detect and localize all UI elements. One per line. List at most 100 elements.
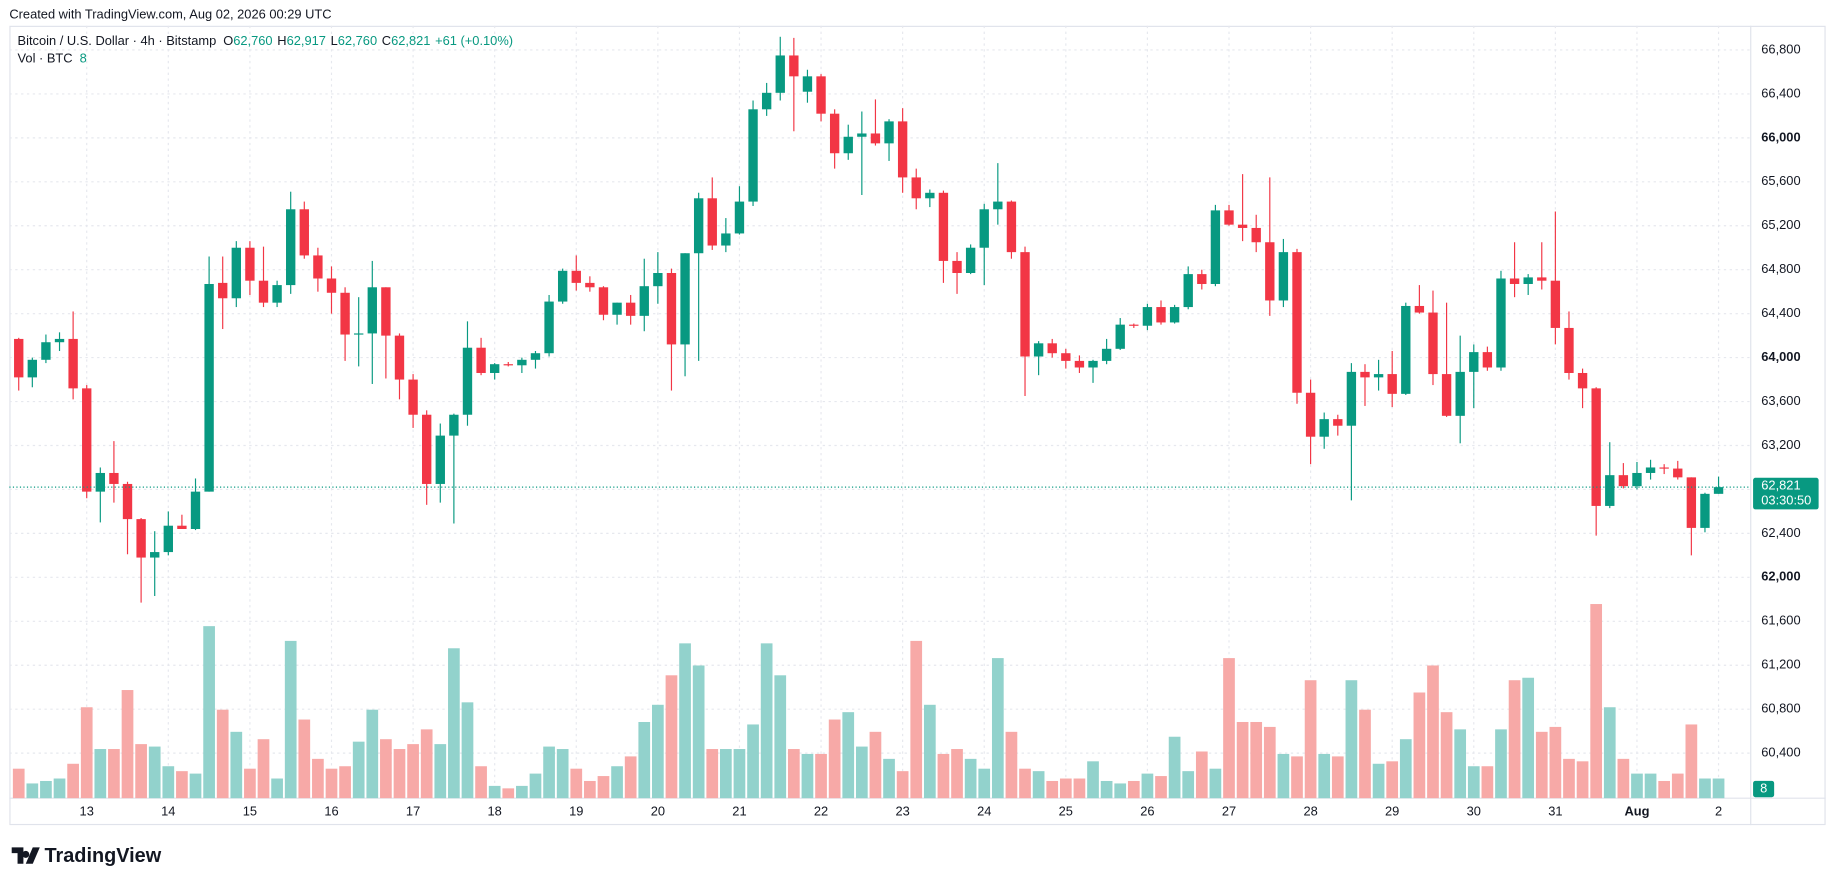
candle-body — [639, 286, 649, 316]
volume-bar — [787, 749, 800, 799]
candle-body — [68, 338, 78, 389]
x-tick-label: 29 — [1385, 804, 1399, 819]
candle-body — [122, 483, 133, 520]
volume-bar — [1427, 665, 1439, 799]
candle-body — [245, 247, 255, 281]
candle-body — [952, 260, 962, 274]
candle-body — [1496, 278, 1506, 368]
candle-body — [408, 379, 418, 415]
y-tick-label: 63,600 — [1761, 393, 1800, 408]
x-tick-label: Aug — [1624, 804, 1649, 819]
x-tick-label: 23 — [895, 804, 909, 819]
x-tick-label: 18 — [488, 804, 502, 819]
candle-body — [1673, 468, 1683, 478]
logo-icon — [11, 847, 40, 864]
volume-bar — [189, 773, 202, 799]
candle-body — [1319, 419, 1329, 437]
volume-bar — [611, 766, 623, 799]
candle-body — [299, 209, 309, 256]
volume-bar — [312, 758, 324, 799]
volume-tag-label: 8 — [1760, 780, 1767, 795]
candle-body — [231, 247, 241, 299]
volume-bar — [978, 768, 991, 799]
volume-bar — [298, 719, 311, 799]
candle-body — [816, 76, 826, 114]
volume-bar — [352, 741, 365, 799]
volume-bar — [529, 773, 542, 799]
candle-body — [1700, 493, 1710, 528]
volume-bar — [1277, 753, 1290, 799]
candle-body — [1115, 324, 1125, 349]
ohlc-key: C — [382, 34, 391, 49]
y-tick-label: 61,200 — [1761, 657, 1800, 672]
candle-body — [489, 364, 500, 373]
x-tick-label: 31 — [1548, 804, 1562, 819]
volume-bar — [407, 744, 419, 799]
candle-body — [136, 519, 146, 558]
candle-body — [1333, 419, 1343, 426]
volume-bar — [1699, 778, 1711, 799]
volume-bar — [1440, 712, 1453, 799]
volume-bar — [1250, 721, 1263, 799]
volume-bar — [1318, 753, 1331, 799]
candle-body — [177, 525, 187, 529]
x-tick-label: 27 — [1222, 804, 1236, 819]
candle-body — [789, 55, 799, 77]
volume-bar — [720, 749, 732, 799]
volume-bar — [747, 724, 759, 799]
volume-bar — [1617, 758, 1630, 799]
candle-body — [109, 472, 119, 484]
price-tag-label: 62,821 — [1761, 477, 1800, 492]
volume-tag — [1753, 780, 1775, 798]
candle-body — [1265, 242, 1275, 301]
volume-bar — [461, 702, 474, 799]
header: Created with TradingView.com, Aug 02, 20… — [9, 7, 331, 22]
volume-bar — [543, 746, 555, 799]
volume-bar — [516, 785, 528, 799]
volume-bar — [733, 749, 746, 799]
candle-body — [625, 302, 636, 316]
candle-body — [190, 491, 201, 529]
volume-bar — [896, 771, 909, 799]
volume-bar — [1658, 780, 1671, 799]
x-tick-label: 2 — [1715, 804, 1722, 819]
candle-body — [381, 287, 391, 336]
volume-bar — [1454, 729, 1467, 799]
candle-body — [435, 435, 445, 484]
candle-body — [925, 192, 935, 199]
volume-bar — [244, 768, 256, 799]
candle-body — [748, 109, 758, 202]
x-tick-label: 25 — [1059, 804, 1073, 819]
candle-body — [1564, 327, 1574, 373]
x-tick-label: 28 — [1303, 804, 1317, 819]
candle-body — [14, 338, 24, 378]
candle-body — [1632, 472, 1642, 487]
volume-bar — [1549, 726, 1562, 799]
volume-bar — [1359, 709, 1371, 799]
y-tick-label: 61,600 — [1761, 613, 1800, 628]
volume-bar — [584, 780, 596, 799]
candle-body — [1061, 353, 1071, 361]
volume-bar — [1631, 773, 1643, 799]
x-tick-label: 22 — [814, 804, 828, 819]
volume-value: 8 — [80, 51, 87, 66]
volume-bar — [1263, 726, 1276, 799]
candle-body — [1482, 352, 1493, 368]
y-tick-label: 63,200 — [1761, 437, 1800, 452]
volume-bar — [570, 768, 583, 799]
price-tag — [1753, 477, 1819, 510]
candle-body — [843, 136, 853, 154]
volume-bar — [1399, 739, 1412, 799]
candle-body — [870, 133, 881, 144]
candle-body — [1428, 312, 1438, 375]
volume-bar — [937, 753, 950, 799]
y-tick-label: 65,600 — [1761, 173, 1800, 188]
candle-body — [1183, 274, 1193, 308]
volume-bar — [991, 658, 1004, 799]
volume-bar — [1304, 680, 1317, 799]
volume-bar — [1114, 783, 1127, 799]
x-tick-label: 13 — [80, 804, 94, 819]
volume-bar — [923, 704, 936, 799]
candle-body — [1360, 371, 1370, 378]
volume-bar — [951, 749, 963, 799]
